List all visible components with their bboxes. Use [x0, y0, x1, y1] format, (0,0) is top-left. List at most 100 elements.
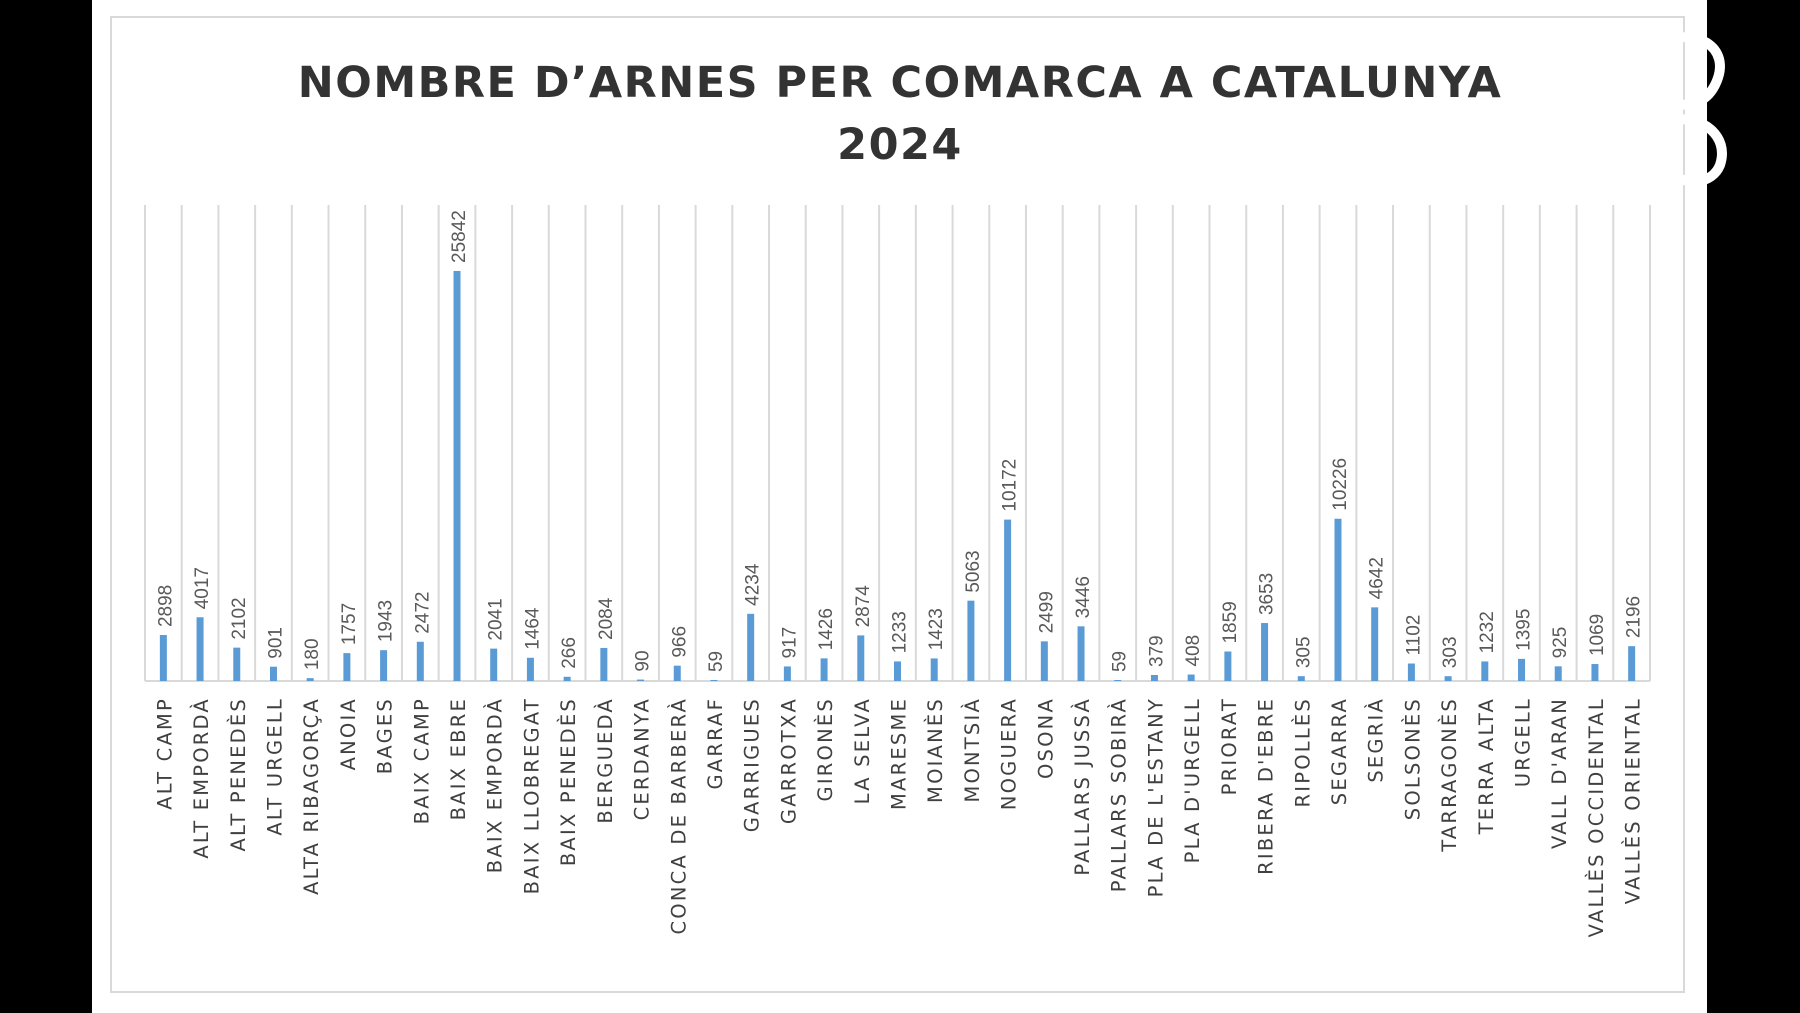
category-label: BAIX EMPORDÀ [484, 697, 507, 873]
bar [1334, 518, 1342, 681]
data-label: 901 [265, 627, 286, 659]
data-label: 917 [779, 627, 800, 659]
data-label: 1464 [522, 607, 543, 650]
category-label: PALLARS JUSSÀ [1071, 697, 1094, 876]
bar [453, 270, 461, 681]
data-label: 2041 [486, 598, 507, 640]
bar [673, 665, 681, 681]
bar [490, 648, 498, 681]
category-label: GARRIGUES [741, 697, 764, 832]
data-label: 379 [1146, 635, 1167, 667]
category-label: VALLÈS ORIENTAL [1622, 697, 1645, 904]
bar [894, 661, 901, 681]
bar [526, 657, 534, 681]
data-label: 305 [1293, 636, 1314, 668]
chart-canvas [92, 0, 1707, 1013]
category-label: SEGRIÀ [1365, 697, 1388, 783]
category-label: CONCA DE BARBERÀ [667, 697, 690, 935]
category-label: BAIX LLOBREGAT [520, 697, 543, 894]
bar [1114, 680, 1122, 681]
category-label: PLA D'URGELL [1181, 697, 1204, 863]
category-label: OSONA [1034, 697, 1057, 779]
data-label: 25842 [449, 210, 470, 263]
bar [563, 676, 571, 681]
data-label: 966 [669, 626, 690, 658]
bar [857, 635, 865, 681]
category-label: VALL D'ARAN [1548, 697, 1571, 849]
data-label: 266 [559, 637, 580, 669]
data-label: 1069 [1587, 614, 1608, 656]
data-label: 4642 [1367, 557, 1388, 599]
bar [930, 658, 938, 681]
category-label: URGELL [1512, 697, 1535, 787]
category-labels: ALT CAMP ALT EMPORDÀ ALT PENEDÈS ALT URGELL… [153, 697, 1644, 937]
bar [1628, 646, 1636, 681]
data-label: 2084 [596, 597, 617, 640]
category-label: LA SELVA [851, 697, 874, 804]
bar [967, 600, 975, 681]
category-label: MARESME [888, 697, 911, 810]
data-label: 1943 [376, 600, 397, 642]
category-label: ALTA RIBAGORÇA [300, 697, 323, 895]
watermark-logo-icon [1636, 32, 1727, 195]
bar [1297, 676, 1305, 681]
bar [343, 653, 351, 681]
data-label: 2898 [155, 585, 176, 627]
category-label: BAIX EBRE [447, 697, 470, 820]
data-label: 10172 [1000, 459, 1021, 512]
category-label: PRIORAT [1218, 697, 1241, 795]
data-label: 5063 [963, 550, 984, 592]
category-label: TARRAGONÈS [1438, 697, 1461, 853]
category-label: ALT URGELL [263, 697, 286, 836]
data-label: 925 [1550, 627, 1571, 659]
category-label: RIBERA D'EBRE [1255, 697, 1278, 875]
bar [637, 679, 645, 681]
data-label: 408 [1183, 635, 1204, 667]
bar [269, 666, 277, 681]
chart-title-year: 2024 [837, 120, 963, 170]
category-label: BAIX PENEDÈS [557, 697, 580, 866]
category-label: BAGES [374, 697, 397, 774]
data-label: 1423 [926, 608, 947, 650]
category-label: SOLSONÈS [1401, 697, 1424, 820]
bar [306, 678, 314, 681]
bar [1554, 666, 1562, 681]
bar [1591, 664, 1599, 681]
bar [1224, 651, 1232, 681]
category-label: TERRA ALTA [1475, 697, 1498, 835]
gridlines [144, 205, 1651, 682]
category-label: PALLARS SOBIRÀ [1108, 697, 1131, 892]
data-label: 2499 [1036, 591, 1057, 633]
data-label: 1233 [890, 611, 911, 653]
data-label: 4234 [743, 563, 764, 606]
bars [159, 270, 1636, 681]
category-label: GARROTXA [777, 697, 800, 824]
data-label: 2196 [1624, 596, 1645, 638]
data-label: 2102 [229, 597, 250, 639]
data-label: 180 [302, 638, 323, 670]
data-label: 1102 [1403, 615, 1424, 656]
data-label: 10226 [1330, 458, 1351, 511]
category-label: GARRAF [704, 697, 727, 790]
category-label: GIRONÈS [814, 697, 837, 801]
category-label: RIPOLLÈS [1291, 697, 1314, 807]
data-label: 2874 [853, 585, 874, 628]
category-label: MOIANÈS [924, 697, 947, 803]
category-label: ALT CAMP [153, 697, 176, 810]
category-label: BAIX CAMP [410, 697, 433, 824]
data-label: 59 [1110, 651, 1131, 672]
bar [1518, 658, 1526, 681]
category-label: ALT EMPORDÀ [190, 697, 213, 859]
data-label: 1757 [339, 603, 360, 645]
bar [1150, 674, 1158, 681]
category-label: ANOIA [337, 697, 360, 770]
category-label: SEGARRA [1328, 697, 1351, 805]
data-label: 1426 [816, 608, 837, 650]
bar [1187, 674, 1195, 681]
data-label: 2472 [412, 591, 433, 633]
bar [416, 641, 424, 681]
bar [1077, 626, 1085, 681]
bar [1261, 623, 1269, 681]
chart-title: NOMBRE D’ARNES PER COMARCA A CATALUNYA 2… [0, 52, 1800, 176]
